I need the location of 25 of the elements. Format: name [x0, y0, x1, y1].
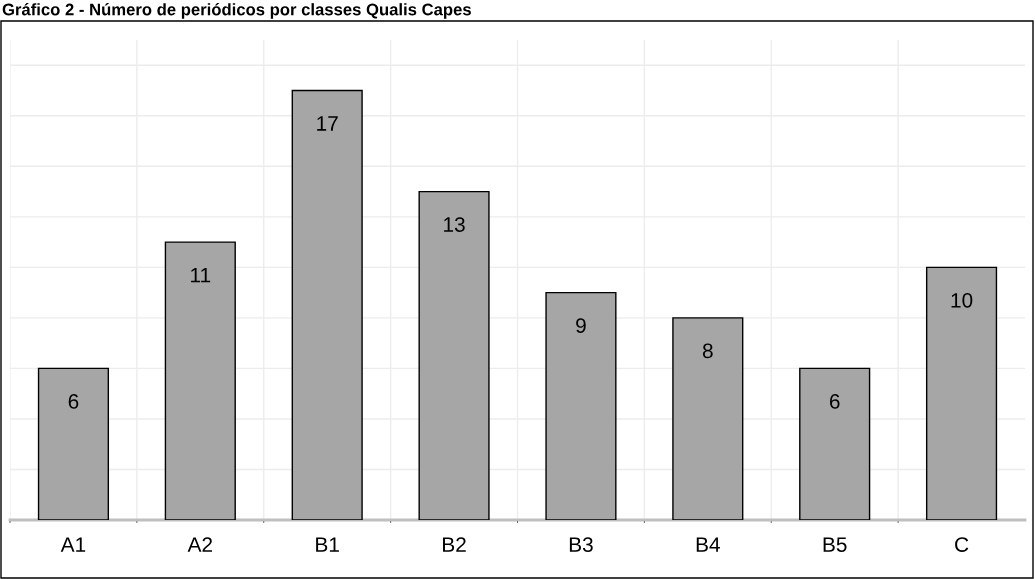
data-label: 11: [191, 267, 211, 283]
data-label: 17: [317, 116, 338, 131]
bar: [164, 241, 236, 520]
bar: [672, 317, 744, 520]
x-tick-label: B4: [696, 537, 720, 552]
bar: [545, 291, 617, 520]
bar: [37, 367, 110, 520]
x-tick-label: B2: [443, 537, 466, 552]
bar: [291, 89, 363, 520]
x-tick-label: C: [955, 537, 969, 552]
x-tick-label: A2: [187, 537, 213, 552]
data-label: 9: [576, 318, 586, 333]
bar: [799, 367, 871, 520]
bar: [925, 266, 998, 520]
x-tick-label: B1: [316, 537, 339, 552]
x-tick-label: B5: [823, 537, 847, 552]
x-tick-label: A1: [60, 537, 86, 552]
data-label: 13: [444, 217, 465, 232]
data-label: 6: [829, 394, 840, 409]
data-label: 6: [68, 394, 79, 409]
data-label: 8: [702, 343, 713, 359]
x-tick-label: B3: [569, 537, 593, 552]
bar: [418, 190, 490, 520]
chart-title: Gráfico 2 - Número de periódicos por classes Qualis Capes: [2, 3, 471, 19]
data-label: 10: [951, 292, 973, 308]
